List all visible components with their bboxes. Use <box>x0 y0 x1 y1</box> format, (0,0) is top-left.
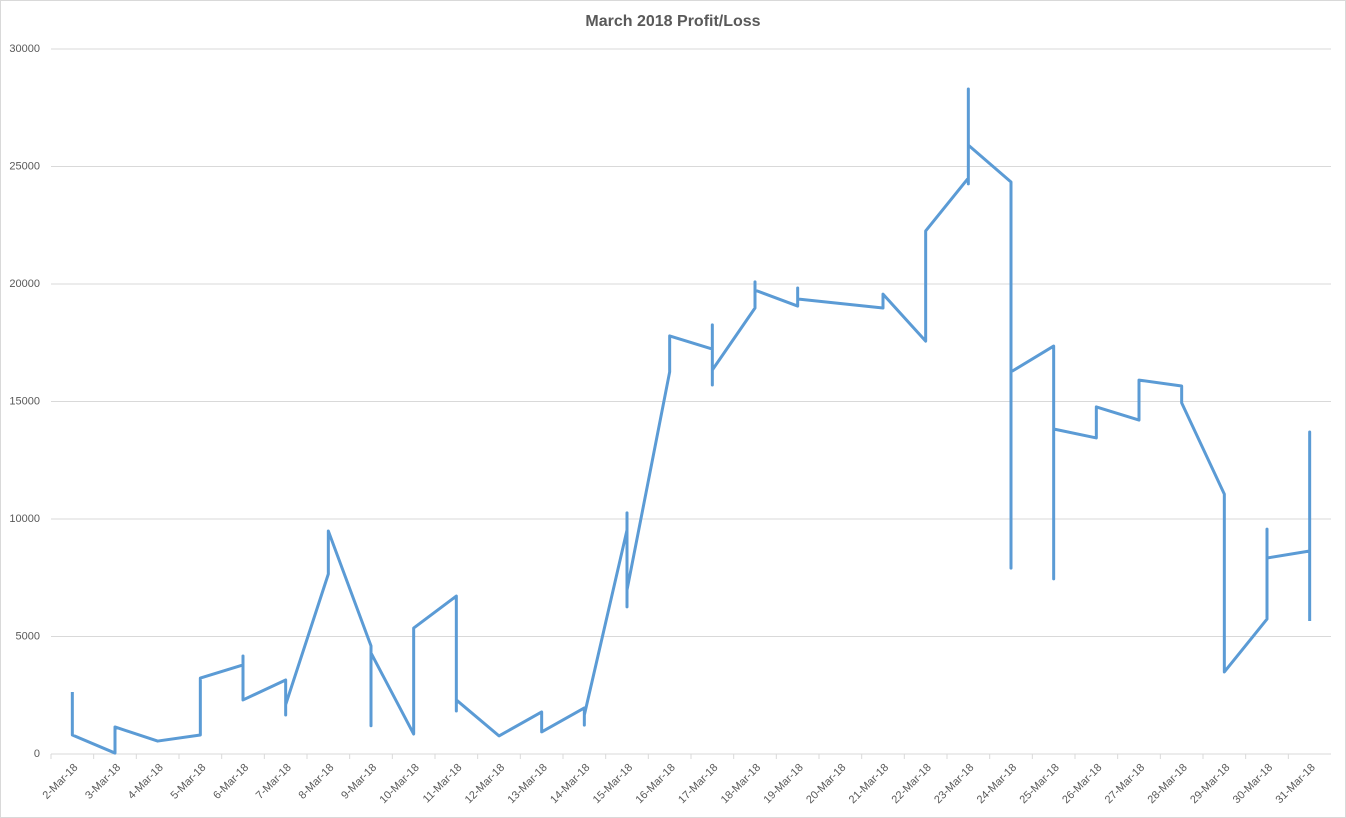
y-tick-label: 10000 <box>9 513 40 525</box>
chart-title: March 2018 Profit/Loss <box>585 13 760 30</box>
y-tick-label: 15000 <box>9 395 40 407</box>
y-tick-label: 5000 <box>16 630 40 642</box>
y-tick-label: 0 <box>34 748 40 760</box>
y-tick-label: 25000 <box>9 160 40 172</box>
y-tick-label: 20000 <box>9 278 40 290</box>
data-line <box>70 87 1312 755</box>
y-tick-label: 30000 <box>9 43 40 55</box>
